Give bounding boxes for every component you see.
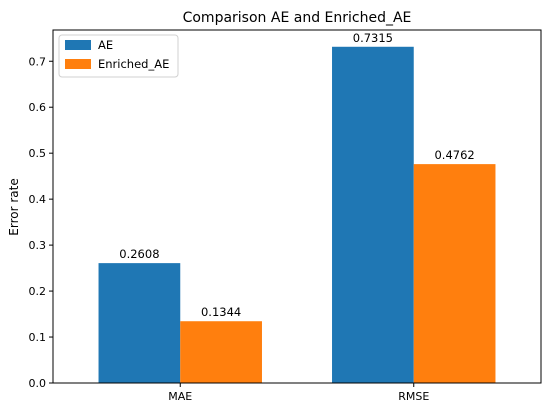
y-tick-label: 0.5	[29, 147, 47, 160]
legend: AE Enriched_AE	[58, 34, 179, 78]
data-label: 0.7315	[353, 31, 393, 45]
data-label: 0.2608	[119, 247, 159, 261]
legend-swatch	[65, 40, 91, 50]
bar-enriched-ae-rmse	[413, 164, 496, 383]
x-tick-label: RMSE	[398, 390, 429, 403]
y-tick-label: 0.6	[29, 101, 47, 114]
y-axis-label: Error rate	[7, 178, 21, 235]
y-tick-label: 0.3	[29, 239, 47, 252]
legend-label: AE	[98, 38, 113, 52]
chart-title: Comparison AE and Enriched_AE	[183, 10, 412, 26]
x-tick-label: MAE	[168, 390, 192, 403]
plot-area: 0.0 0.1 0.2 0.3 0.4 0.5 0.6 0.7 0.2608 0.7315 0.13…	[29, 31, 496, 403]
data-label: 0.1344	[201, 305, 241, 319]
y-tick-label: 0.1	[29, 331, 47, 344]
bar-enriched-ae-mae	[180, 321, 262, 383]
data-label: 0.4762	[434, 148, 474, 162]
y-tick-label: 0.0	[29, 377, 47, 390]
y-tick-label: 0.2	[29, 285, 47, 298]
y-tick-label: 0.7	[29, 55, 47, 68]
bar-ae-rmse	[332, 46, 414, 383]
legend-label: Enriched_AE	[98, 57, 169, 71]
legend-swatch	[65, 59, 91, 69]
bar-ae-mae	[98, 263, 181, 383]
axes-frame	[52, 29, 542, 384]
y-tick-label: 0.4	[29, 193, 47, 206]
